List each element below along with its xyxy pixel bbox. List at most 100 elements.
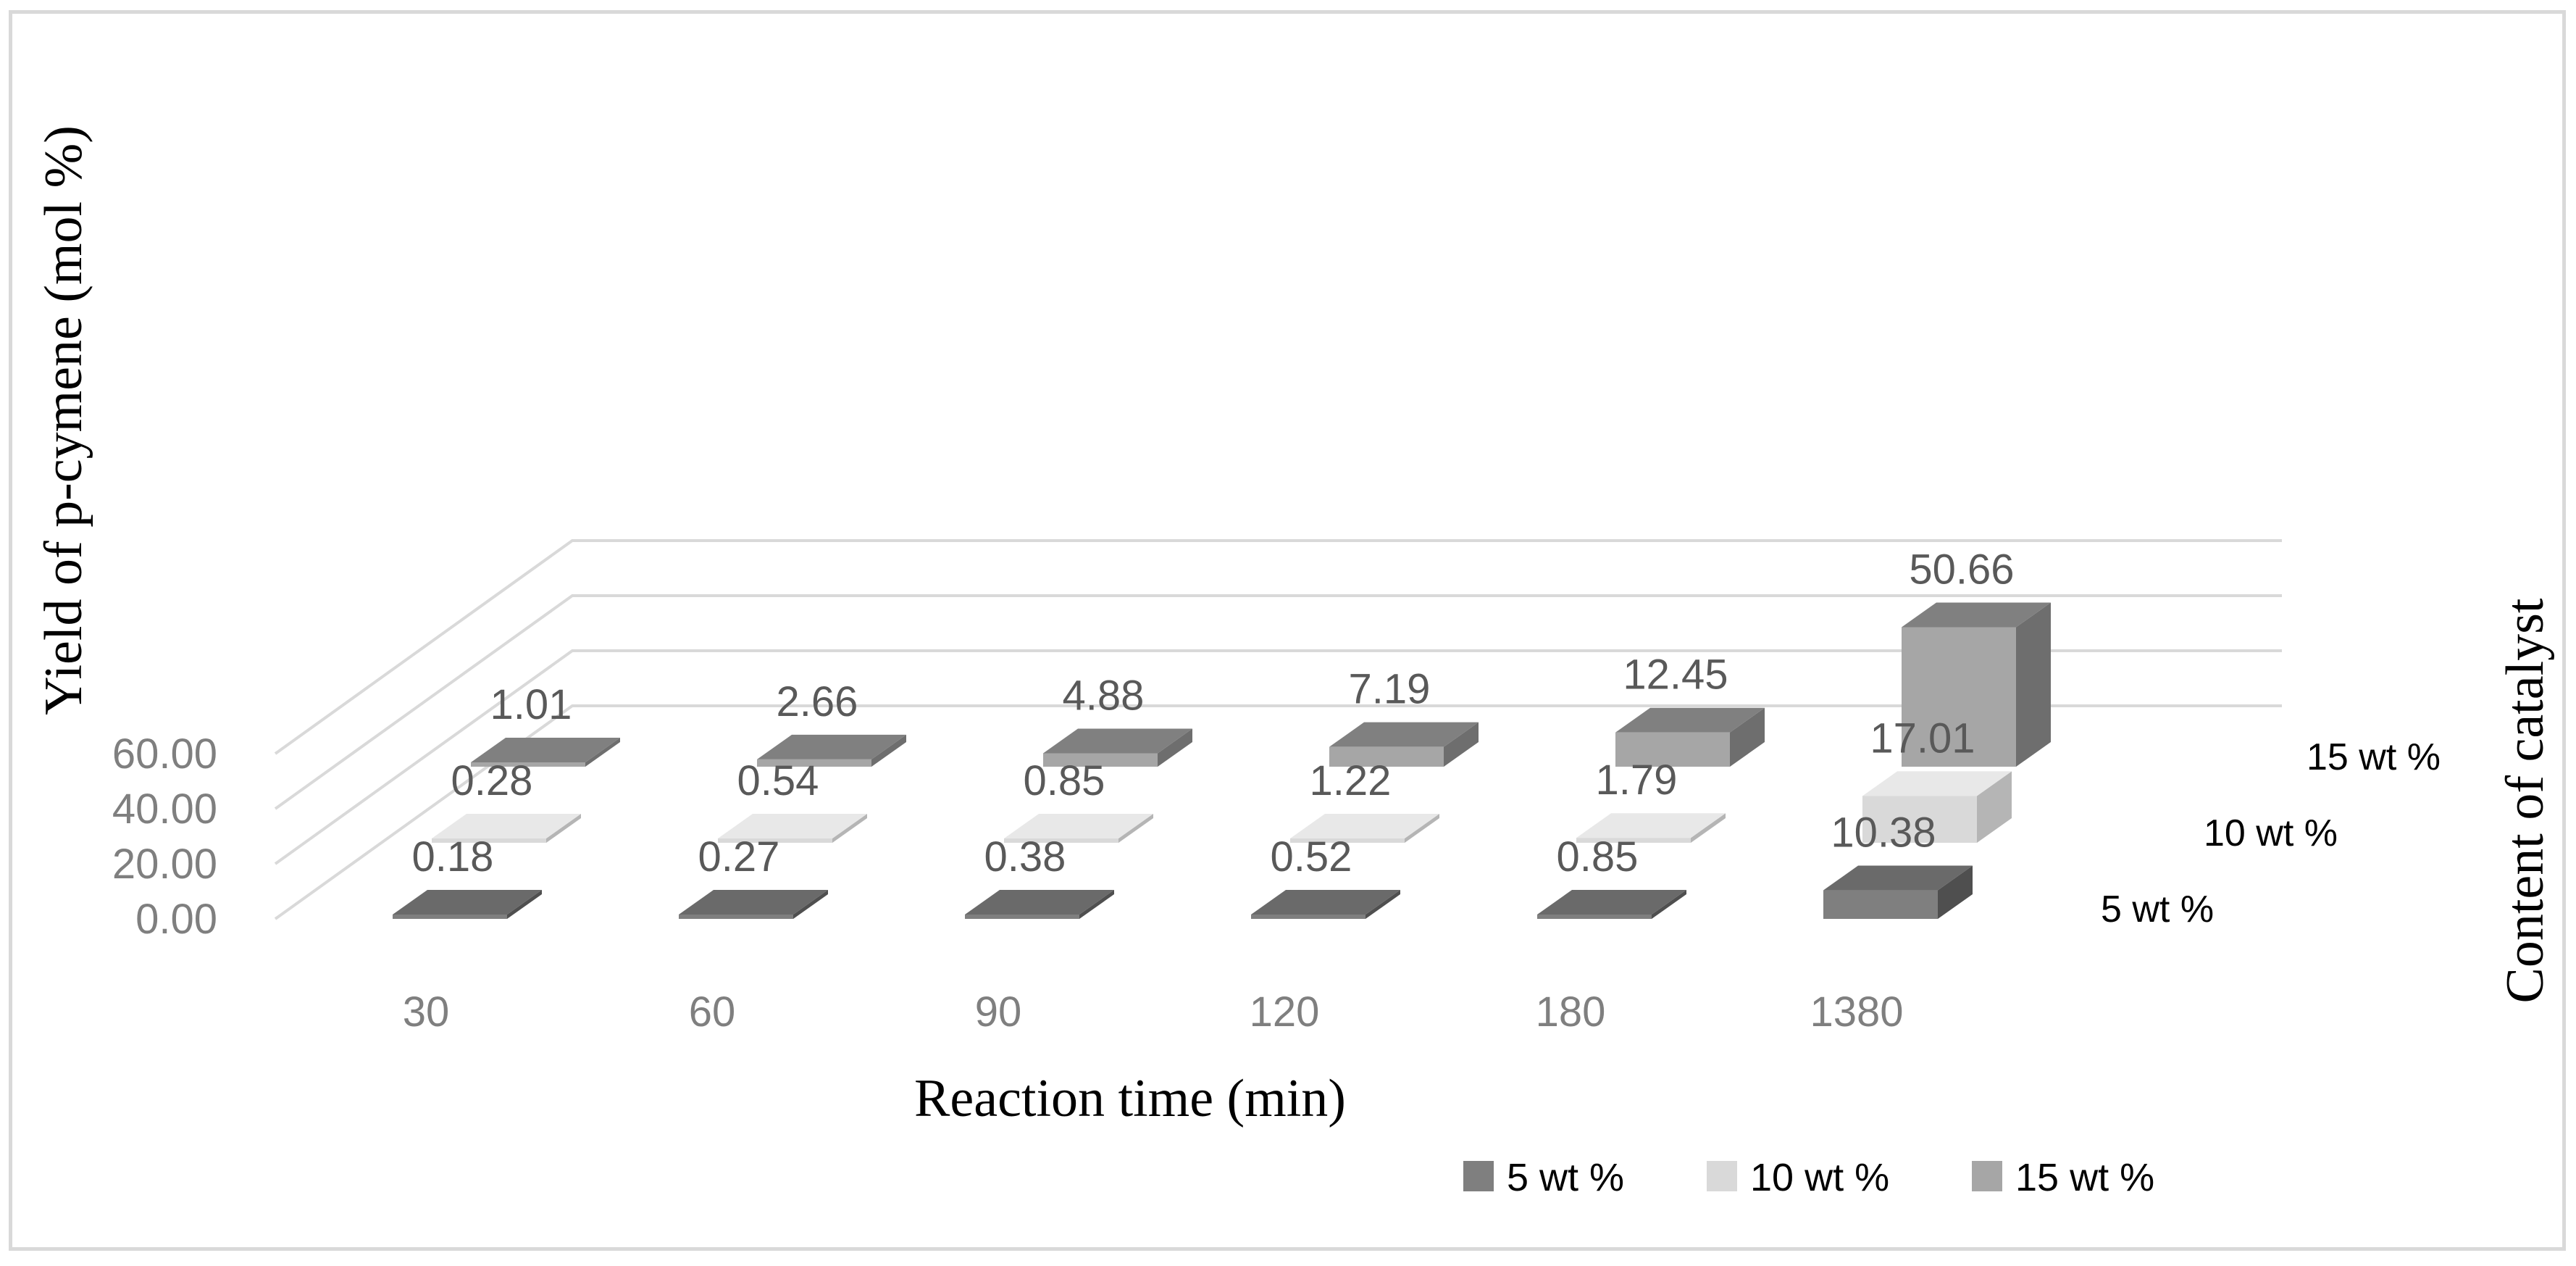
- gridline-1: [274, 649, 2282, 865]
- bar-15wt-30: [471, 738, 620, 767]
- y-axis-ticks: 0.00 20.00 40.00 60.00: [112, 730, 217, 943]
- bar-top: [1329, 722, 1479, 747]
- bar-15wt-60: [757, 734, 906, 767]
- data-label-5wt-1380: 10.38: [1831, 809, 1936, 857]
- bar-10wt-30: [432, 814, 581, 843]
- bar-side: [585, 738, 620, 767]
- data-label-5wt-120: 0.52: [1271, 833, 1352, 880]
- bar-10wt-180: [1576, 813, 1726, 843]
- bar-top: [1537, 890, 1686, 915]
- x-tick-60: 60: [689, 988, 736, 1036]
- legend-label-5wt: 5 wt %: [1507, 1156, 1624, 1199]
- x-tick-30: 30: [403, 988, 450, 1036]
- bar-10wt-120: [1290, 814, 1439, 843]
- x-tick-180: 180: [1536, 988, 1606, 1036]
- bar-top: [1576, 813, 1726, 838]
- y-tick-1: 20.00: [112, 841, 217, 888]
- bar-side: [1158, 728, 1192, 767]
- bar-top: [965, 890, 1114, 915]
- data-labels: 50.66 12.45 7.19 4.88 2.66 1.01 17.01 1.79 1.22 0…: [412, 546, 2015, 880]
- data-label-15wt-60: 2.66: [777, 678, 858, 725]
- bar-top: [718, 814, 867, 838]
- bar-front: [1251, 915, 1366, 919]
- bar-front: [393, 915, 507, 919]
- bar-front: [757, 759, 871, 767]
- legend-label-10wt: 10 wt %: [1750, 1156, 1889, 1199]
- bar-side: [871, 734, 906, 767]
- legend-swatch-10wt: [1707, 1161, 1737, 1191]
- depth-axis-ticks: 5 wt % 10 wt % 15 wt %: [2101, 736, 2441, 930]
- bar-top: [679, 890, 828, 915]
- bar-side: [1977, 771, 2012, 843]
- legend: 5 wt % 10 wt % 15 wt %: [1463, 1156, 2154, 1199]
- bar-side: [507, 890, 542, 919]
- bar-side: [546, 814, 581, 843]
- data-label-5wt-90: 0.38: [984, 833, 1066, 880]
- bar-5wt-180: [1537, 890, 1686, 919]
- x-tick-1380: 1380: [1810, 988, 1903, 1036]
- bar-side: [1118, 814, 1153, 843]
- depth-tick-5wt: 5 wt %: [2101, 888, 2214, 930]
- gridline-3: [274, 539, 2282, 755]
- gridline-2: [274, 594, 2282, 810]
- bar-front: [432, 838, 546, 843]
- data-label-15wt-120: 7.19: [1349, 666, 1431, 713]
- bar-5wt-1380: [1823, 865, 1973, 919]
- bar-15wt-180: [1615, 707, 1765, 767]
- bar-side: [1366, 890, 1400, 919]
- bar-15wt-120: [1329, 722, 1479, 767]
- data-label-5wt-30: 0.18: [412, 833, 494, 880]
- bar-front: [1043, 753, 1158, 767]
- bar-top: [1615, 707, 1765, 733]
- bar-5wt-30: [393, 890, 542, 919]
- data-label-10wt-30: 0.28: [451, 757, 533, 804]
- bar-front: [1902, 627, 2016, 767]
- data-label-10wt-60: 0.54: [737, 757, 819, 804]
- depth-tick-15wt: 15 wt %: [2307, 736, 2441, 778]
- bar-front: [1576, 838, 1691, 843]
- data-label-10wt-1380: 17.01: [1870, 715, 1975, 762]
- bar-side: [1079, 890, 1114, 919]
- data-label-15wt-90: 4.88: [1063, 672, 1145, 719]
- bar-top: [1043, 728, 1192, 754]
- bar-15wt-90: [1043, 728, 1192, 767]
- x-axis-title: Reaction time (min): [914, 1069, 1346, 1128]
- depth-tick-10wt: 10 wt %: [2204, 812, 2338, 854]
- y-axis-title: Yield of p-cymene (mol %): [34, 125, 93, 715]
- bar-side: [1938, 865, 1973, 919]
- bar-front: [1329, 746, 1444, 767]
- bar-15wt-1380: [1902, 602, 2051, 767]
- y-tick-2: 40.00: [112, 786, 217, 833]
- bar-5wt-60: [679, 890, 828, 919]
- bar-top: [432, 814, 581, 838]
- bar-10wt-1380: [1862, 771, 2012, 843]
- bar-top: [393, 890, 542, 915]
- y-tick-0: 0.00: [135, 896, 217, 943]
- bar-front: [1615, 732, 1730, 767]
- bar-top: [1004, 814, 1153, 838]
- bar-top: [1251, 890, 1400, 915]
- bar-top: [757, 734, 906, 759]
- bar-front: [679, 915, 793, 919]
- bar-side: [1691, 813, 1726, 843]
- x-tick-120: 120: [1250, 988, 1320, 1036]
- data-label-10wt-180: 1.79: [1596, 757, 1678, 804]
- bar-front: [1290, 838, 1405, 843]
- bar-top: [1902, 602, 2051, 628]
- bar-5wt-120: [1251, 890, 1400, 919]
- legend-swatch-5wt: [1463, 1161, 1494, 1191]
- bar-front: [718, 838, 832, 843]
- chart-frame: [9, 10, 2566, 1251]
- data-label-10wt-120: 1.22: [1310, 757, 1392, 804]
- bar-front: [1823, 890, 1938, 919]
- bar-front: [1004, 838, 1118, 843]
- bar-5wt-90: [965, 890, 1114, 919]
- bar-side: [1730, 707, 1765, 767]
- bar-side: [1652, 890, 1686, 919]
- gridlines: [274, 539, 2282, 920]
- bar-side: [2016, 602, 2051, 767]
- bar-top: [1862, 771, 2012, 796]
- bars: [393, 602, 2051, 919]
- data-label-5wt-180: 0.85: [1557, 833, 1639, 880]
